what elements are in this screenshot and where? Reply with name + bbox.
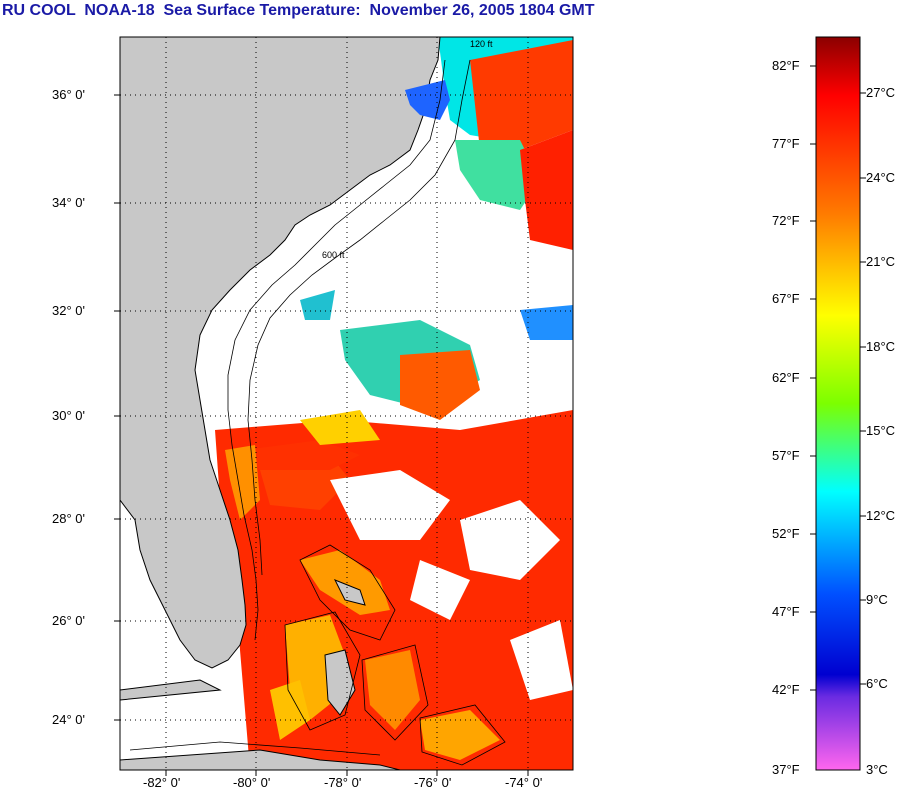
sst-data-layer [215, 37, 573, 770]
colorbar-label-c-18: 18°C [866, 339, 896, 354]
colorbar-label-c-12: 12°C [866, 508, 896, 523]
colorbar-label-f-57: 57°F [772, 448, 800, 463]
lat-label-34: 34° 0' [52, 195, 85, 210]
colorbar-label-f-47: 47°F [772, 604, 800, 619]
lon-label-76: -76° 0' [414, 775, 452, 790]
colorbar-label-f-42: 42°F [772, 682, 800, 697]
grid-lines [120, 37, 573, 770]
lon-label-74: -74° 0' [505, 775, 543, 790]
colorbar-label-f-67: 67°F [772, 291, 800, 306]
colorbar-label-c-21: 21°C [866, 254, 896, 269]
colorbar-label-f-77: 77°F [772, 136, 800, 151]
colorbar-label-c-6: 6°C [866, 676, 888, 691]
map-title: RU COOL NOAA-18 Sea Surface Temperature:… [2, 2, 595, 19]
lat-label-26: 26° 0' [52, 613, 85, 628]
depth-contours [129, 59, 506, 766]
colorbar-label-c-3: 3°C [866, 762, 888, 777]
colorbar-label-f-37: 37°F [772, 762, 800, 777]
colorbar-label-f-72: 72°F [772, 213, 800, 228]
colorbar-label-c-15: 15°C [866, 423, 896, 438]
colorbar [815, 36, 861, 771]
lat-label-30: 30° 0' [52, 408, 85, 423]
contour-label-120: 120 ft [470, 39, 493, 49]
lon-label-82: -82° 0' [143, 775, 181, 790]
lat-label-24: 24° 0' [52, 712, 85, 727]
colorbar-label-c-27: 27°C [866, 85, 896, 100]
colorbar-label-f-82: 82°F [772, 58, 800, 73]
lat-label-28: 28° 0' [52, 511, 85, 526]
land-mass [120, 37, 441, 669]
colorbar-label-c-24: 24°C [866, 170, 896, 185]
colorbar-label-f-52: 52°F [772, 526, 800, 541]
colorbar-label-c-9: 9°C [866, 592, 888, 607]
lon-label-78: -78° 0' [324, 775, 362, 790]
lat-label-36: 36° 0' [52, 87, 85, 102]
contour-label-600: 600 ft [322, 250, 345, 260]
lat-label-32: 32° 0' [52, 303, 85, 318]
colorbar-label-f-62: 62°F [772, 370, 800, 385]
lon-label-80: -80° 0' [233, 775, 271, 790]
